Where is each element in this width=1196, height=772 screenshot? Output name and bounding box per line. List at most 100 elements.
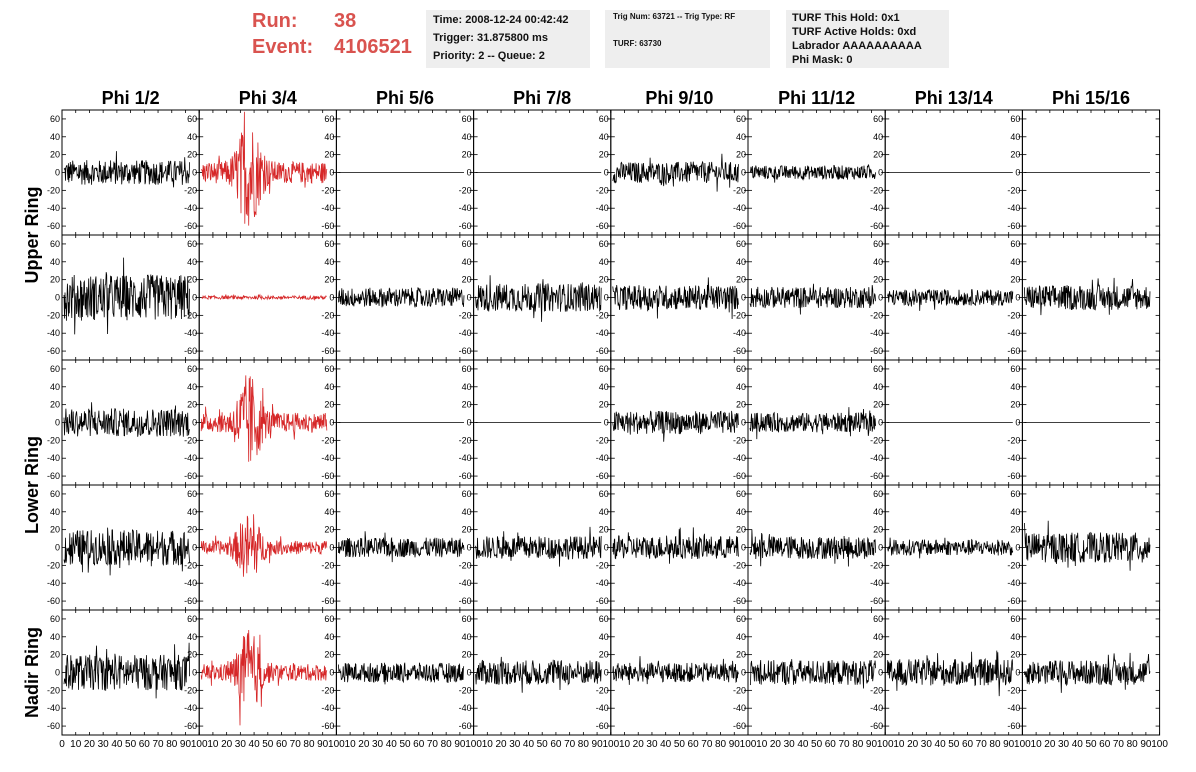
y-tick-label: -60 xyxy=(184,221,197,231)
column-header: Phi 3/4 xyxy=(239,88,297,108)
y-tick-label: 40 xyxy=(736,132,746,142)
x-tick-label: 30 xyxy=(646,739,658,750)
y-tick-label: 0 xyxy=(467,168,472,178)
y-tick-label: 40 xyxy=(50,632,60,642)
y-tick-label: 40 xyxy=(462,382,472,392)
waveform-trace xyxy=(612,527,739,564)
trigger-text: Trigger: 31.875800 ms xyxy=(433,32,548,44)
x-tick-label: 40 xyxy=(797,739,809,750)
x-tick-label: 100 xyxy=(740,739,757,750)
y-tick-label: 0 xyxy=(741,418,746,428)
waveform-trace xyxy=(63,257,190,335)
y-tick-label: 60 xyxy=(599,364,609,374)
y-tick-label: -60 xyxy=(321,471,334,481)
y-tick-label: -60 xyxy=(47,221,60,231)
y-tick-label: -20 xyxy=(459,310,472,320)
y-tick-label: -20 xyxy=(184,560,197,570)
y-tick-label: -20 xyxy=(596,685,609,695)
y-tick-label: 0 xyxy=(192,168,197,178)
waveform-trace xyxy=(200,293,327,301)
y-tick-label: 0 xyxy=(741,668,746,678)
x-tick-label: 30 xyxy=(784,739,796,750)
y-tick-label: 60 xyxy=(50,239,60,249)
y-tick-label: -60 xyxy=(870,471,883,481)
trig-num-box: Trig Num: 63721 -- Trig Type: RF TURF: 6… xyxy=(605,10,770,68)
x-tick-label: 60 xyxy=(1099,739,1111,750)
y-tick-label: 0 xyxy=(741,293,746,303)
y-tick-label: 0 xyxy=(1015,168,1020,178)
y-tick-label: 60 xyxy=(187,614,197,624)
y-tick-label: 60 xyxy=(736,239,746,249)
y-tick-label: 0 xyxy=(329,293,334,303)
y-tick-label: -40 xyxy=(870,703,883,713)
waveform-trace xyxy=(200,629,328,726)
y-tick-label: 20 xyxy=(873,400,883,410)
x-tick-label: 90 xyxy=(1003,739,1015,750)
y-tick-label: -20 xyxy=(596,435,609,445)
row-label: Lower Ring xyxy=(22,436,42,534)
column-header: Phi 9/10 xyxy=(645,88,713,108)
y-tick-label: -20 xyxy=(321,560,334,570)
y-tick-label: -60 xyxy=(459,471,472,481)
y-tick-label: 0 xyxy=(1015,668,1020,678)
turf-this-hold-text: TURF This Hold: 0x1 xyxy=(792,12,900,24)
y-tick-label: -20 xyxy=(870,435,883,445)
y-tick-label: -20 xyxy=(184,435,197,445)
y-tick-label: 0 xyxy=(604,418,609,428)
y-tick-label: 60 xyxy=(50,114,60,124)
run-label: Run: xyxy=(252,10,298,32)
turf-hold-box: TURF This Hold: 0x1 TURF Active Holds: 0… xyxy=(786,10,949,68)
y-tick-label: -20 xyxy=(870,560,883,570)
waveform-trace xyxy=(612,277,739,320)
y-tick-label: -40 xyxy=(870,578,883,588)
y-tick-label: 0 xyxy=(55,418,60,428)
y-tick-label: -60 xyxy=(596,221,609,231)
waveform-trace xyxy=(749,407,876,440)
y-tick-label: 60 xyxy=(324,239,334,249)
x-tick-label: 10 xyxy=(207,739,219,750)
x-tick-label: 90 xyxy=(454,739,466,750)
y-tick-label: 60 xyxy=(873,364,883,374)
y-tick-label: 20 xyxy=(462,275,472,285)
y-tick-label: 40 xyxy=(599,382,609,392)
x-tick-label: 40 xyxy=(935,739,947,750)
y-tick-label: 60 xyxy=(50,364,60,374)
y-tick-label: -20 xyxy=(184,310,197,320)
y-tick-label: 0 xyxy=(467,293,472,303)
y-tick-label: -40 xyxy=(47,328,60,338)
y-tick-label: 20 xyxy=(599,150,609,160)
y-tick-label: -60 xyxy=(459,221,472,231)
y-tick-label: 60 xyxy=(599,239,609,249)
y-tick-label: -20 xyxy=(459,185,472,195)
y-tick-label: 0 xyxy=(604,543,609,553)
x-tick-label: 80 xyxy=(166,739,178,750)
x-tick-label: 70 xyxy=(290,739,302,750)
y-tick-label: -20 xyxy=(1007,560,1020,570)
y-tick-label: 0 xyxy=(878,668,883,678)
y-tick-label: -40 xyxy=(870,203,883,213)
y-tick-label: 20 xyxy=(50,400,60,410)
y-tick-label: -20 xyxy=(321,185,334,195)
y-tick-label: -60 xyxy=(733,596,746,606)
waveform-trace xyxy=(1024,277,1151,316)
x-tick-label: 20 xyxy=(1044,739,1056,750)
y-tick-label: 20 xyxy=(873,150,883,160)
x-tick-label: 10 xyxy=(619,739,631,750)
x-tick-label: 100 xyxy=(602,739,619,750)
y-tick-label: -40 xyxy=(321,328,334,338)
row-label: Upper Ring xyxy=(22,187,42,284)
y-tick-label: -60 xyxy=(733,721,746,731)
y-tick-label: -40 xyxy=(1007,328,1020,338)
y-tick-label: 40 xyxy=(736,382,746,392)
y-tick-label: 20 xyxy=(736,400,746,410)
y-tick-label: -20 xyxy=(1007,310,1020,320)
x-tick-label: 70 xyxy=(838,739,850,750)
y-tick-label: -40 xyxy=(184,203,197,213)
y-tick-label: 40 xyxy=(736,257,746,267)
y-tick-label: 60 xyxy=(1010,614,1020,624)
y-tick-label: 0 xyxy=(329,418,334,428)
x-tick-label: 50 xyxy=(811,739,823,750)
y-tick-label: -60 xyxy=(47,346,60,356)
y-tick-label: 60 xyxy=(462,114,472,124)
